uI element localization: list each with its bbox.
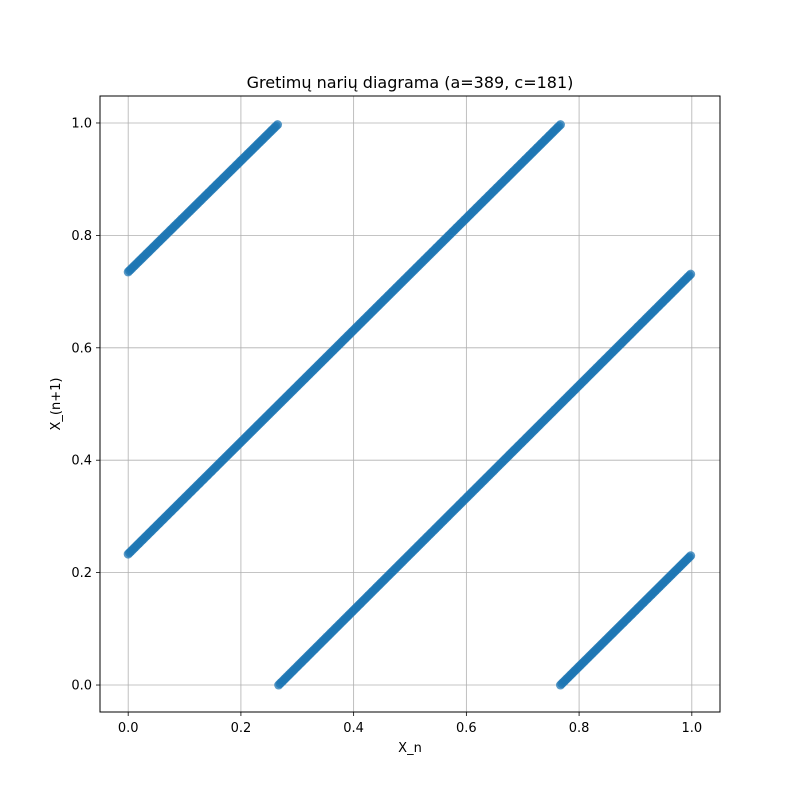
data-point <box>686 270 695 279</box>
x-tick-label: 0.0 <box>118 721 139 736</box>
data-point <box>273 120 282 129</box>
x-tick-label: 1.0 <box>681 721 702 736</box>
x-tick-label: 0.4 <box>343 721 364 736</box>
y-tick-label: 1.0 <box>71 116 92 131</box>
y-tick-label: 0.2 <box>71 566 92 581</box>
x-axis-label: X_n <box>398 741 422 756</box>
x-tick-label: 0.2 <box>231 721 252 736</box>
y-axis-label: X_(n+1) <box>49 378 64 431</box>
y-tick-label: 0.0 <box>71 679 92 694</box>
y-tick-label: 0.8 <box>71 229 92 244</box>
y-tick-label: 0.6 <box>71 341 92 356</box>
x-tick-label: 0.6 <box>456 721 477 736</box>
y-tick-label: 0.4 <box>71 454 92 469</box>
data-point <box>556 120 565 129</box>
data-point <box>686 551 695 560</box>
chart-title: Gretimų narių diagrama (a=389, c=181) <box>247 73 574 92</box>
x-tick-label: 0.8 <box>569 721 590 736</box>
